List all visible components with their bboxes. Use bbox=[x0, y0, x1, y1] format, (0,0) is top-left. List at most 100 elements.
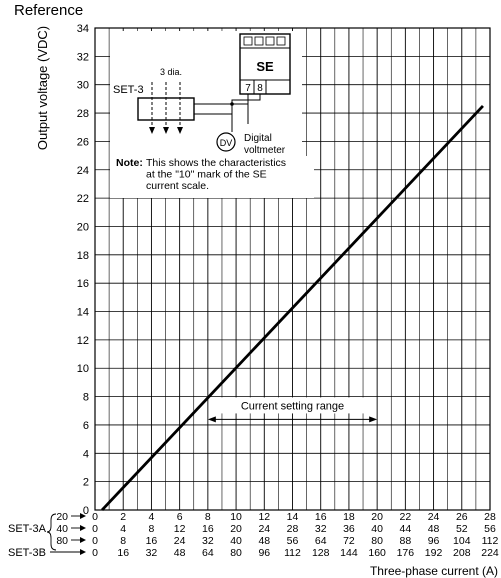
y-tick-label: 18 bbox=[77, 250, 89, 262]
scale-marker-arrow bbox=[80, 525, 86, 531]
series-layer bbox=[101, 105, 484, 511]
scale-value: 104 bbox=[453, 535, 471, 547]
se-terminal-top bbox=[265, 36, 275, 46]
scale-value: 144 bbox=[340, 547, 358, 559]
range-arrow-left bbox=[207, 416, 216, 423]
y-tick-label: 12 bbox=[77, 335, 89, 347]
scale-row-label: SET-3B bbox=[8, 547, 46, 559]
x-axis-label: Three-phase current (A) bbox=[370, 564, 498, 578]
scale-value: 224 bbox=[481, 547, 499, 559]
se-terminal-top bbox=[276, 36, 286, 46]
scale-value: 20 bbox=[371, 511, 383, 523]
y-tick-label: 4 bbox=[83, 448, 89, 460]
scale-value: 32 bbox=[315, 523, 327, 535]
set3b-arrow bbox=[80, 549, 86, 555]
scale-value: 8 bbox=[149, 523, 155, 535]
scale-value: 14 bbox=[287, 511, 299, 523]
scale-value: 26 bbox=[456, 511, 468, 523]
note-line: at the "10" mark of the SE bbox=[146, 169, 267, 181]
scale-value: 96 bbox=[258, 547, 270, 559]
conductor-arrow bbox=[163, 127, 169, 134]
range-arrow-right bbox=[369, 416, 378, 423]
scale-value: 80 bbox=[371, 535, 383, 547]
scale-value: 8 bbox=[205, 511, 211, 523]
terminal-7: 7 bbox=[245, 83, 251, 94]
scale-marker-arrow bbox=[80, 537, 86, 543]
plot-frame bbox=[94, 27, 491, 511]
y-axis-label: Output voltage (VDC) bbox=[35, 26, 50, 150]
scale-value: 192 bbox=[425, 547, 443, 559]
scale-value: 12 bbox=[174, 523, 186, 535]
scale-value: 0 bbox=[92, 523, 98, 535]
conductor-arrow bbox=[149, 127, 155, 134]
reference-label: Reference bbox=[14, 2, 84, 19]
scale-value: 160 bbox=[368, 547, 386, 559]
set3a-bracket bbox=[46, 513, 57, 551]
scale-value: 96 bbox=[428, 535, 440, 547]
scale-value: 48 bbox=[174, 547, 186, 559]
se-terminal-top bbox=[243, 36, 253, 46]
dv-meter bbox=[216, 132, 236, 152]
y-tick-label: 20 bbox=[77, 221, 89, 233]
scale-value: 56 bbox=[287, 535, 299, 547]
scale-value: 64 bbox=[315, 535, 327, 547]
scale-value: 72 bbox=[343, 535, 355, 547]
scale-value: 20 bbox=[230, 523, 242, 535]
scale-value: 40 bbox=[371, 523, 383, 535]
dv-label: DV bbox=[220, 138, 233, 148]
scale-value: 80 bbox=[230, 547, 242, 559]
scale-value: 56 bbox=[484, 523, 496, 535]
scale-value: 176 bbox=[397, 547, 415, 559]
scale-value: 52 bbox=[456, 523, 468, 535]
voltmeter-line-2: voltmeter bbox=[244, 145, 286, 156]
scale-value: 208 bbox=[453, 547, 471, 559]
range-label-bg bbox=[215, 397, 370, 414]
scale-value: 28 bbox=[287, 523, 299, 535]
set3-label: SET-3 bbox=[113, 84, 144, 96]
voltmeter-line-1: Digital bbox=[244, 133, 272, 144]
y-tick-label: 28 bbox=[77, 108, 89, 120]
scale-value: 0 bbox=[92, 547, 98, 559]
scale-value: 44 bbox=[400, 523, 412, 535]
scale-value: 16 bbox=[202, 523, 214, 535]
scale-marker: 40 bbox=[56, 523, 68, 535]
y-tick-label: 8 bbox=[83, 392, 89, 404]
scale-value: 48 bbox=[428, 523, 440, 535]
series-line bbox=[101, 105, 484, 511]
y-tick-label: 10 bbox=[77, 363, 89, 375]
current-setting-range: Current setting range bbox=[207, 397, 378, 423]
scale-value: 24 bbox=[428, 511, 440, 523]
scale-value: 22 bbox=[400, 511, 412, 523]
scale-marker-arrow bbox=[80, 513, 86, 519]
y-tick-label: 14 bbox=[77, 307, 89, 319]
note-line: current scale. bbox=[146, 180, 209, 192]
scale-value: 36 bbox=[343, 523, 355, 535]
terminal-8: 8 bbox=[257, 83, 263, 94]
scale-value: 64 bbox=[202, 547, 214, 559]
conductor-arrow bbox=[177, 127, 183, 134]
scale-marker: 80 bbox=[56, 535, 68, 547]
scale-value: 8 bbox=[120, 535, 126, 547]
wire-8 bbox=[194, 94, 261, 115]
scale-value: 12 bbox=[258, 511, 270, 523]
se-terminal-top bbox=[254, 36, 264, 46]
scale-value: 0 bbox=[92, 535, 98, 547]
y-tick-label: 16 bbox=[77, 278, 89, 290]
scale-value: 6 bbox=[177, 511, 183, 523]
scale-row-label: SET-3A bbox=[8, 523, 47, 535]
scale-marker: 20 bbox=[56, 511, 68, 523]
scale-value: 32 bbox=[202, 535, 214, 547]
scale-value: 32 bbox=[146, 547, 158, 559]
scale-value: 18 bbox=[343, 511, 355, 523]
range-label: Current setting range bbox=[241, 400, 344, 412]
y-tick-label: 2 bbox=[83, 477, 89, 489]
note-label: Note: bbox=[116, 157, 143, 169]
scale-value: 128 bbox=[312, 547, 330, 559]
wire-node bbox=[230, 102, 234, 106]
y-tick-label: 34 bbox=[77, 23, 89, 35]
se-unit bbox=[239, 33, 291, 95]
y-tick-label: 6 bbox=[83, 420, 89, 432]
